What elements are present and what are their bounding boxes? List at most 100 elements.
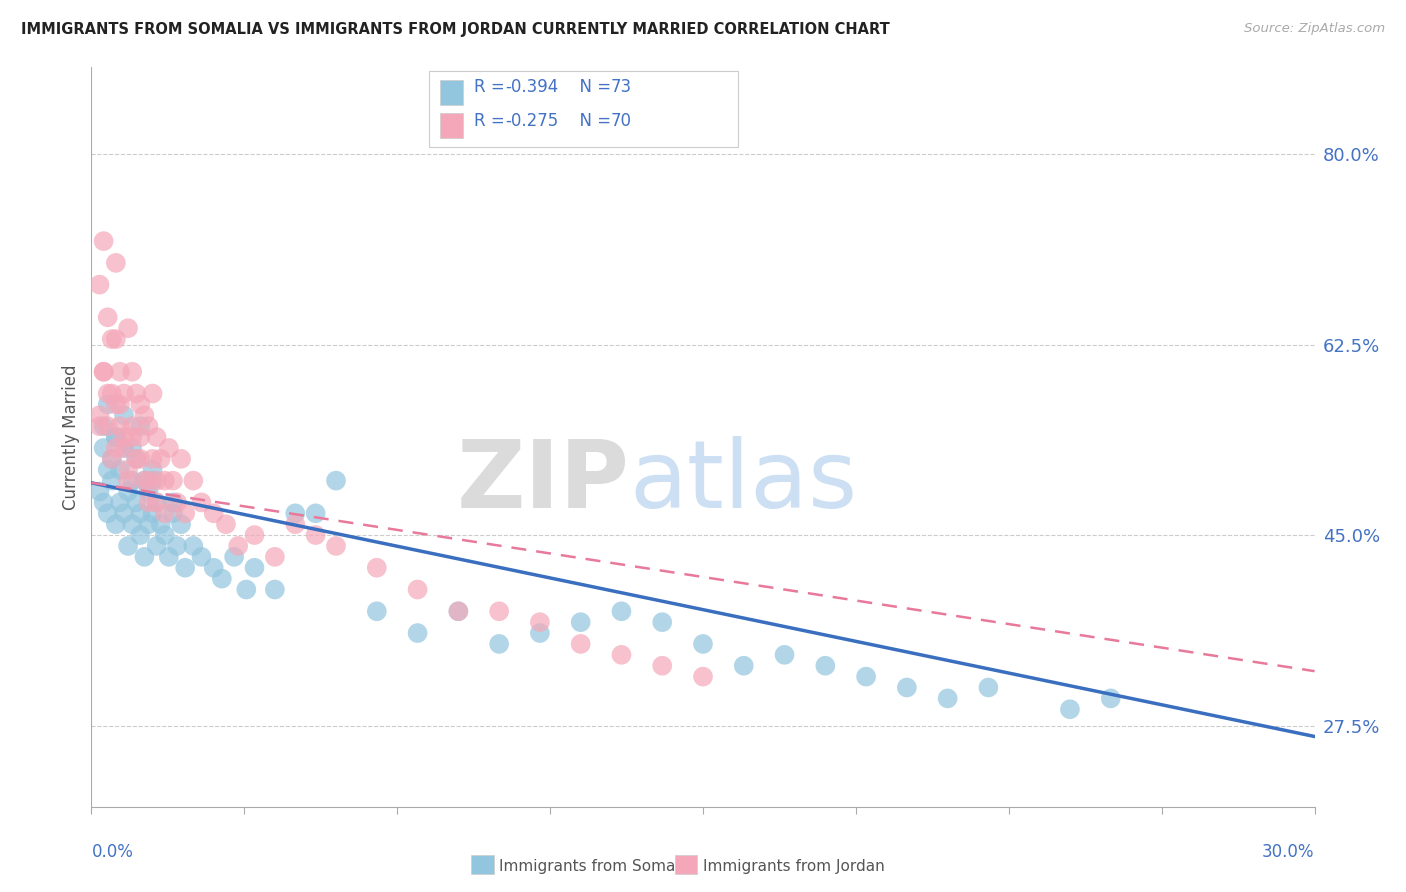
Text: 70: 70 xyxy=(610,112,631,129)
Point xyxy=(101,386,124,401)
Point xyxy=(141,463,163,477)
Point xyxy=(97,463,120,477)
Point xyxy=(406,626,429,640)
Point xyxy=(112,430,135,444)
Point xyxy=(129,397,152,411)
Point xyxy=(121,441,143,455)
Point xyxy=(121,419,143,434)
Point xyxy=(112,386,135,401)
Point xyxy=(190,495,212,509)
Point xyxy=(488,637,510,651)
Point xyxy=(174,506,197,520)
Point xyxy=(529,615,551,630)
Text: 0.0%: 0.0% xyxy=(91,843,134,861)
Point xyxy=(93,365,115,379)
Point xyxy=(97,506,120,520)
Point xyxy=(162,506,184,520)
Point xyxy=(117,463,139,477)
Point xyxy=(145,430,167,444)
Point xyxy=(284,517,307,532)
Point xyxy=(157,549,180,564)
Point xyxy=(101,451,124,466)
Point xyxy=(488,604,510,618)
Point xyxy=(108,495,131,509)
Point xyxy=(447,604,470,618)
Point xyxy=(104,517,127,532)
Point xyxy=(692,670,714,684)
Point xyxy=(104,430,127,444)
Point xyxy=(117,474,139,488)
Point xyxy=(108,397,131,411)
Point xyxy=(134,474,156,488)
Point xyxy=(149,451,172,466)
Point xyxy=(211,572,233,586)
Point xyxy=(264,549,287,564)
Point xyxy=(112,506,135,520)
Point xyxy=(896,681,918,695)
Point xyxy=(226,539,249,553)
Point xyxy=(125,451,148,466)
Text: Immigrants from Somalia: Immigrants from Somalia xyxy=(499,859,693,874)
Point xyxy=(651,615,673,630)
Text: 73: 73 xyxy=(610,78,631,95)
Point xyxy=(112,441,135,455)
Text: N =: N = xyxy=(569,78,617,95)
Point xyxy=(325,474,347,488)
Point xyxy=(183,474,205,488)
Point xyxy=(157,441,180,455)
Point xyxy=(153,528,176,542)
Y-axis label: Currently Married: Currently Married xyxy=(62,364,80,510)
Point xyxy=(145,539,167,553)
Text: IMMIGRANTS FROM SOMALIA VS IMMIGRANTS FROM JORDAN CURRENTLY MARRIED CORRELATION : IMMIGRANTS FROM SOMALIA VS IMMIGRANTS FR… xyxy=(21,22,890,37)
Point xyxy=(166,495,188,509)
Point xyxy=(104,430,127,444)
Point xyxy=(145,495,167,509)
Point xyxy=(104,441,127,455)
Point xyxy=(243,528,266,542)
Point xyxy=(112,441,135,455)
Point xyxy=(166,539,188,553)
Point xyxy=(235,582,257,597)
Point xyxy=(569,615,592,630)
Point xyxy=(222,549,246,564)
Point xyxy=(1059,702,1081,716)
Point xyxy=(149,517,172,532)
Point xyxy=(104,332,127,346)
Point xyxy=(153,474,176,488)
Point xyxy=(93,495,115,509)
Point xyxy=(89,409,111,423)
Point xyxy=(138,495,160,509)
Point xyxy=(138,484,160,499)
Point xyxy=(125,495,148,509)
Point xyxy=(162,495,184,509)
Point xyxy=(814,658,837,673)
Point xyxy=(692,637,714,651)
Text: ZIP: ZIP xyxy=(457,435,630,527)
Point xyxy=(145,495,167,509)
Point xyxy=(104,256,127,270)
Point xyxy=(121,474,143,488)
Text: R =: R = xyxy=(474,112,510,129)
Point xyxy=(117,539,139,553)
Point xyxy=(138,517,160,532)
Point xyxy=(117,321,139,335)
Point xyxy=(97,397,120,411)
Point xyxy=(89,277,111,292)
Point xyxy=(243,560,266,574)
Point xyxy=(304,506,326,520)
Point xyxy=(190,549,212,564)
Point xyxy=(733,658,755,673)
Text: Source: ZipAtlas.com: Source: ZipAtlas.com xyxy=(1244,22,1385,36)
Point xyxy=(170,517,193,532)
Point xyxy=(447,604,470,618)
Point xyxy=(145,474,167,488)
Point xyxy=(129,430,152,444)
Point xyxy=(97,386,120,401)
Point xyxy=(183,539,205,553)
Point xyxy=(141,474,163,488)
Point xyxy=(138,419,160,434)
Text: -0.394: -0.394 xyxy=(505,78,558,95)
Text: 30.0%: 30.0% xyxy=(1263,843,1315,861)
Text: R =: R = xyxy=(474,78,510,95)
Point xyxy=(174,560,197,574)
